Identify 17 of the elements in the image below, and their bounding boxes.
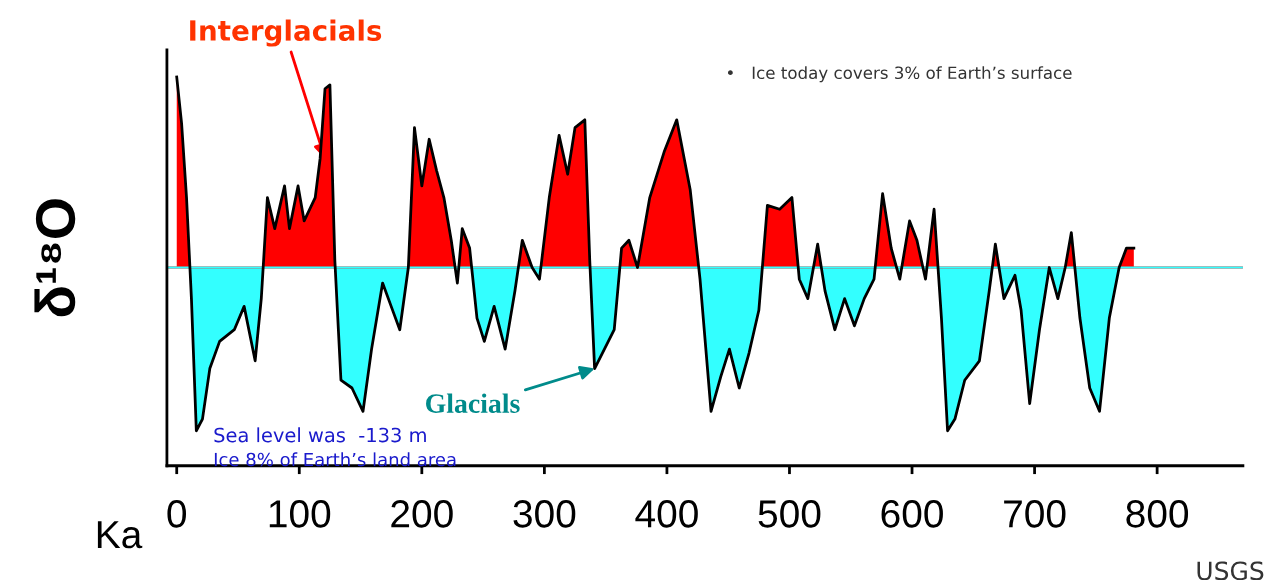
annotation: Sea level was -133 m [214, 427, 426, 443]
annotation: Interglacials [190, 19, 382, 47]
x-tick-label: 300 [513, 500, 576, 528]
x-tick-label: 500 [758, 500, 821, 528]
x-tick-label: 400 [635, 500, 698, 528]
x-tick-label: 600 [881, 500, 943, 528]
annotation: • Ice today covers 3% of Earth’s surface [727, 66, 1072, 83]
annotation: Glacials [426, 393, 520, 413]
x-tick-label: 700 [1004, 500, 1066, 528]
y-axis-title: δ¹⁸O [34, 199, 76, 317]
x-tick-label: 0 [167, 500, 187, 528]
annotation: Ice 8% of Earth’s land area [214, 452, 456, 467]
x-axis-title: Ka [97, 521, 143, 549]
x-tick-label: 100 [269, 500, 331, 528]
text: USGS [1197, 561, 1264, 580]
x-tick-label: 800 [1126, 500, 1189, 528]
x-tick-label: 200 [391, 500, 453, 528]
